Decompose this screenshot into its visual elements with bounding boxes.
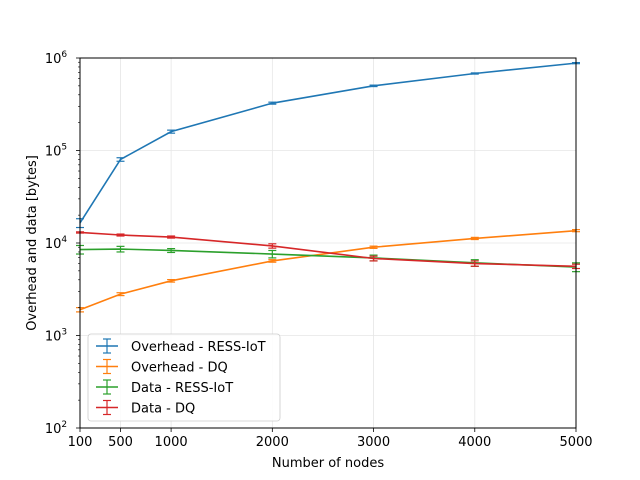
axis-ticks: 100 500 1000 2000 3000 4000 500010210310410510… [45, 50, 593, 450]
legend-item: Overhead - RESS-IoT [96, 338, 266, 355]
y-tick-label: 105 [45, 143, 67, 160]
y-tick-label-exponent: 4 [61, 235, 67, 245]
y-tick-label-exponent: 6 [61, 50, 67, 60]
x-tick-label: 100 [68, 435, 93, 450]
y-tick-label-base: 10 [45, 52, 62, 67]
y-tick-label-base: 10 [45, 237, 62, 252]
y-tick-label-exponent: 3 [61, 328, 67, 338]
y-tick-label-exponent: 2 [61, 420, 67, 430]
legend-item: Data - RESS-IoT [96, 379, 233, 396]
x-tick-label: 2000 [256, 435, 289, 450]
legend-item: Data - DQ [96, 399, 195, 417]
y-tick-label-base: 10 [45, 145, 62, 160]
x-tick-label: 4000 [458, 435, 491, 450]
x-tick-label: 1000 [155, 435, 188, 450]
y-tick-label: 104 [45, 235, 68, 252]
y-tick-label: 103 [45, 328, 67, 345]
legend-label: Data - DQ [131, 402, 195, 417]
y-tick-label-exponent: 5 [61, 143, 67, 153]
legend: Overhead - RESS-IoT Overhead - DQ Data - R… [87, 333, 281, 422]
legend-label: Overhead - RESS-IoT [131, 340, 266, 355]
x-tick-label: 500 [108, 435, 133, 450]
x-tick-label: 5000 [559, 435, 592, 450]
legend-box [87, 333, 281, 422]
y-tick-label-base: 10 [45, 330, 62, 345]
y-tick-label: 102 [45, 420, 67, 437]
y-axis-title: Overhead and data [bytes] [25, 155, 40, 331]
legend-label: Data - RESS-IoT [131, 381, 233, 396]
x-axis-title: Number of nodes [272, 456, 384, 471]
y-tick-label: 106 [45, 50, 68, 67]
legend-item: Overhead - DQ [96, 358, 228, 376]
x-tick-label: 3000 [357, 435, 390, 450]
y-tick-label-base: 10 [45, 422, 62, 437]
legend-label: Overhead - DQ [131, 361, 228, 376]
